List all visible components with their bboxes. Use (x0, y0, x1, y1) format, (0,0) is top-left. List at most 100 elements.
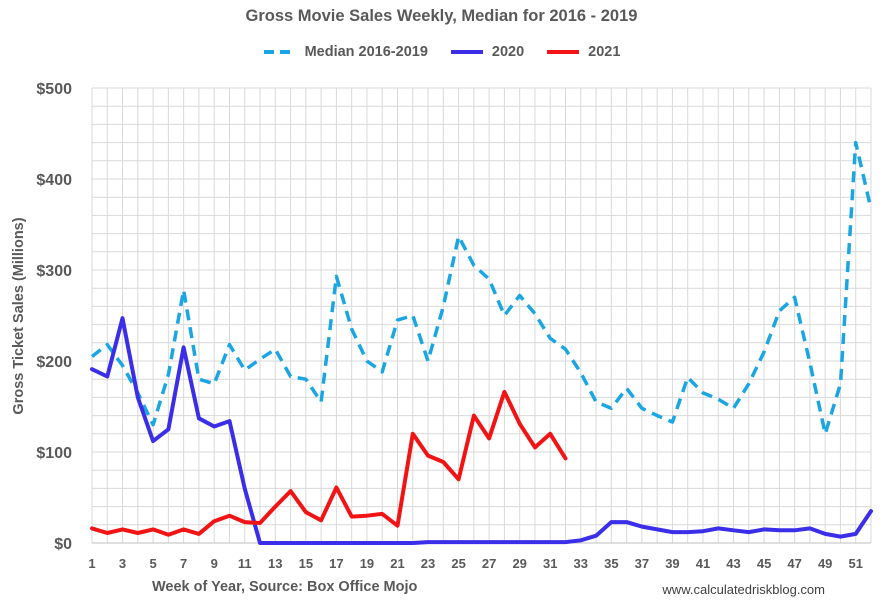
data-point-2020 (747, 531, 750, 534)
data-point-2021 (488, 437, 491, 440)
data-point-2020 (320, 542, 323, 545)
data-point-2021 (304, 511, 307, 514)
data-point-median (793, 296, 796, 299)
x-tick-label: 25 (451, 556, 465, 571)
data-point-2021 (243, 521, 246, 524)
chart-title: Gross Movie Sales Weekly, Median for 201… (245, 7, 638, 25)
y-tick-label: $200 (36, 354, 72, 371)
data-point-median (625, 387, 628, 390)
data-point-2020 (701, 530, 704, 533)
data-point-2021 (136, 531, 139, 534)
data-point-2021 (457, 478, 460, 481)
data-point-2021 (197, 532, 200, 535)
data-point-2020 (335, 542, 338, 545)
data-point-median (763, 350, 766, 353)
legend-swatch-median (263, 50, 296, 54)
chart-legend: Median 2016-2019 2020 2021 (0, 44, 883, 60)
data-point-2021 (335, 486, 338, 489)
data-point-median (518, 294, 521, 297)
data-point-median (381, 370, 384, 373)
data-point-2021 (167, 533, 170, 536)
data-point-2020 (610, 521, 613, 524)
data-point-2020 (640, 525, 643, 528)
data-point-2020 (121, 317, 124, 320)
data-point-2020 (91, 368, 94, 371)
data-point-2021 (182, 528, 185, 531)
x-tick-label: 35 (604, 556, 618, 571)
data-point-median (870, 208, 873, 211)
data-point-median (396, 319, 399, 322)
x-tick-label: 37 (635, 556, 649, 571)
x-tick-label: 5 (149, 556, 156, 571)
x-tick-label: 1 (88, 556, 95, 571)
data-point-2020 (793, 529, 796, 532)
data-point-median (121, 364, 124, 367)
legend-label-2020: 2020 (491, 44, 525, 60)
data-point-2020 (732, 529, 735, 532)
x-tick-label: 51 (848, 556, 862, 571)
data-point-2020 (503, 541, 506, 544)
data-point-2021 (91, 527, 94, 530)
x-tick-label: 33 (574, 556, 588, 571)
data-point-2020 (870, 510, 873, 513)
data-point-2021 (213, 520, 216, 523)
data-point-median (824, 432, 827, 435)
data-point-2021 (320, 519, 323, 522)
data-point-2020 (839, 535, 842, 538)
data-point-median (457, 235, 460, 238)
data-point-median (197, 378, 200, 381)
series-line-median (90, 140, 873, 436)
data-point-median (91, 355, 94, 358)
x-tick-label: 39 (665, 556, 679, 571)
data-point-median (182, 289, 185, 292)
data-point-2020 (854, 532, 857, 535)
data-point-2021 (121, 528, 124, 531)
data-point-2021 (381, 512, 384, 515)
data-point-median (854, 141, 857, 144)
x-tick-label: 43 (726, 556, 740, 571)
data-point-2021 (411, 432, 414, 435)
data-point-2020 (442, 541, 445, 544)
data-point-2020 (472, 541, 475, 544)
data-point-2020 (824, 532, 827, 535)
data-point-2020 (686, 531, 689, 534)
x-tick-label: 3 (119, 556, 126, 571)
data-point-median (350, 328, 353, 331)
data-point-2020 (396, 542, 399, 545)
legend-item-median: Median 2016-2019 (263, 44, 428, 60)
legend-label-median: Median 2016-2019 (304, 44, 428, 60)
x-tick-label: 11 (238, 556, 252, 571)
data-point-2020 (488, 541, 491, 544)
data-point-2020 (365, 542, 368, 545)
data-point-2021 (549, 432, 552, 435)
x-tick-label: 13 (268, 556, 282, 571)
legend-swatch-2020 (450, 50, 483, 54)
legend-item-2021: 2021 (546, 44, 620, 60)
data-point-2020 (625, 521, 628, 524)
data-point-median (564, 348, 567, 351)
data-point-median (778, 309, 781, 312)
x-tick-label: 17 (329, 556, 343, 571)
legend-label-2021: 2021 (588, 44, 621, 60)
data-point-median (152, 423, 155, 426)
data-point-median (365, 360, 368, 363)
y-tick-label: $500 (36, 81, 72, 98)
data-point-median (839, 382, 842, 385)
data-point-2020 (152, 440, 155, 443)
data-point-median (549, 337, 552, 340)
x-tick-label: 15 (299, 556, 313, 571)
data-point-median (732, 407, 735, 410)
legend-item-2020: 2020 (450, 44, 524, 60)
data-point-median (228, 343, 231, 346)
data-point-2020 (228, 420, 231, 423)
data-point-median (167, 373, 170, 376)
data-point-median (427, 360, 430, 363)
data-point-2020 (656, 528, 659, 531)
data-point-median (533, 312, 536, 315)
data-point-median (472, 264, 475, 267)
x-tick-label: 9 (211, 556, 218, 571)
data-point-2020 (243, 487, 246, 490)
y-tick-label: $0 (54, 536, 72, 553)
data-point-median (640, 407, 643, 410)
data-point-median (335, 275, 338, 278)
